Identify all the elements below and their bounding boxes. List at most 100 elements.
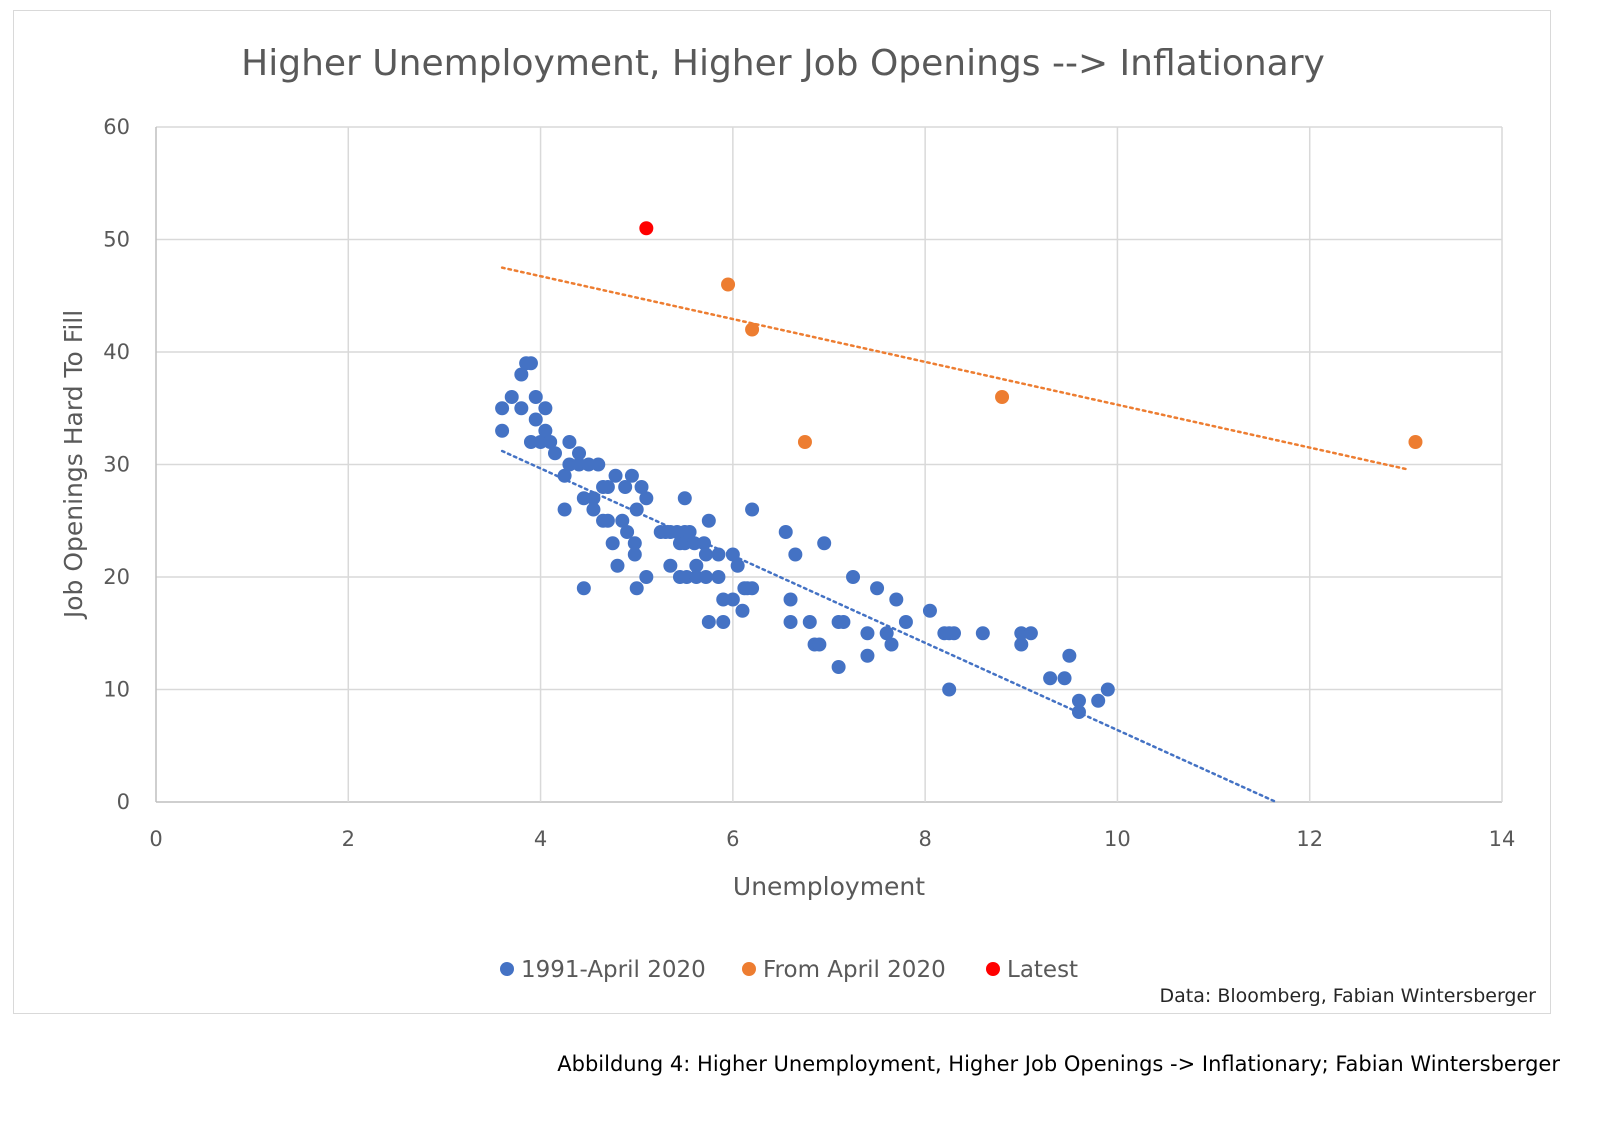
data-point-series-0: [698, 547, 713, 562]
data-point-series-0: [620, 525, 635, 539]
data-point-series-0: [1100, 682, 1115, 697]
data-point-series-0: [615, 513, 630, 528]
data-point-series-0: [562, 457, 577, 472]
y-tick-label: 60: [103, 115, 130, 139]
data-point-series-0: [701, 615, 716, 629]
trendline-series-1: [500, 266, 1408, 471]
x-tick-label: 12: [1296, 827, 1323, 851]
data-point-series-0: [682, 525, 697, 539]
data-point-series-0: [543, 435, 558, 449]
data-point-series-0: [1071, 693, 1086, 708]
data-point-series-0: [778, 525, 793, 539]
data-point-series-0: [870, 581, 885, 596]
data-point-series-0: [624, 468, 639, 483]
data-point-series-0: [514, 367, 529, 382]
scatter-chart: Higher Unemployment, Higher Job Openings…: [59, 43, 1537, 1007]
y-tick-label: 10: [103, 678, 130, 702]
data-point-series-0: [860, 626, 875, 641]
y-tick-label: 50: [103, 228, 130, 252]
data-point-series-0: [562, 435, 577, 449]
data-point-series-1: [1408, 435, 1423, 449]
chart-title: Higher Unemployment, Higher Job Openings…: [241, 43, 1325, 84]
data-point-series-0: [528, 412, 543, 427]
data-point-series-0: [730, 558, 745, 573]
data-point-series-0: [514, 401, 529, 416]
data-point-series-1: [745, 322, 760, 337]
legend-marker-series-0: [500, 962, 514, 976]
data-point-series-0: [697, 536, 712, 551]
data-point-series-0: [783, 615, 798, 629]
data-point-series-0: [547, 446, 562, 461]
data-point-series-0: [495, 401, 510, 416]
data-point-series-0: [639, 491, 654, 506]
data-point-series-0: [860, 648, 875, 663]
data-point-series-0: [711, 547, 726, 562]
data-point-series-0: [898, 615, 913, 629]
data-point-series-0: [1062, 648, 1077, 663]
data-point-series-0: [677, 536, 692, 551]
data-point-series-0: [1057, 671, 1072, 686]
chart-frame: Higher Unemployment, Higher Job Openings…: [13, 10, 1551, 1014]
data-point-series-0: [618, 480, 633, 494]
data-point-series-0: [576, 491, 591, 506]
y-tick-label: 40: [103, 340, 130, 364]
source-note: Data: Bloomberg, Fabian Wintersberger: [1160, 985, 1537, 1007]
legend: 1991-April 2020 From April 2020 Latest: [500, 957, 1078, 983]
data-point-series-0: [1043, 671, 1058, 686]
data-point-series-0: [605, 536, 620, 551]
legend-marker-series-2: [986, 962, 1000, 976]
data-point-series-0: [528, 390, 543, 404]
data-point-series-0: [698, 570, 713, 584]
data-points: [495, 221, 1423, 719]
x-tick-label: 8: [918, 827, 931, 851]
data-point-series-0: [557, 468, 572, 483]
grid-lines: [155, 126, 1503, 803]
data-point-series-0: [745, 502, 760, 517]
data-point-series-0: [689, 558, 704, 573]
data-point-series-0: [677, 491, 692, 506]
x-tick-label: 14: [1489, 827, 1516, 851]
data-point-series-0: [701, 513, 716, 528]
data-point-series-0: [576, 581, 591, 596]
data-point-series-0: [629, 502, 644, 517]
data-point-series-0: [725, 592, 740, 607]
x-tick-label: 4: [534, 827, 547, 851]
data-point-series-0: [586, 502, 601, 517]
data-point-series-0: [1091, 693, 1106, 708]
data-point-series-0: [627, 536, 642, 551]
data-point-series-0: [634, 480, 649, 494]
data-point-series-0: [679, 570, 694, 584]
data-point-series-0: [523, 356, 538, 371]
data-point-series-0: [627, 547, 642, 562]
data-point-series-1: [721, 277, 736, 292]
data-point-series-0: [538, 401, 553, 416]
data-point-series-0: [533, 435, 548, 449]
data-point-series-0: [725, 547, 740, 562]
data-point-series-0: [745, 581, 760, 596]
data-point-series-0: [600, 513, 615, 528]
data-point-series-0: [802, 615, 817, 629]
data-point-series-0: [831, 660, 846, 674]
x-tick-label: 0: [149, 827, 162, 851]
data-point-series-0: [504, 390, 519, 404]
data-point-series-0: [572, 457, 587, 472]
data-point-series-0: [689, 570, 704, 584]
data-point-series-0: [608, 468, 623, 483]
data-point-series-0: [572, 446, 587, 461]
data-point-series-0: [817, 536, 832, 551]
data-point-series-0: [629, 581, 644, 596]
data-point-series-1: [797, 435, 812, 449]
data-point-series-2: [639, 221, 654, 236]
data-point-series-0: [716, 592, 731, 607]
data-point-series-0: [735, 603, 750, 618]
data-point-series-0: [610, 558, 625, 573]
data-point-series-0: [942, 682, 957, 697]
data-point-series-0: [812, 637, 827, 652]
data-point-series-0: [600, 480, 615, 494]
data-point-series-0: [716, 615, 731, 629]
data-point-series-0: [1071, 705, 1086, 719]
trendline-series-0: [500, 449, 1278, 804]
data-point-series-0: [922, 603, 937, 618]
y-tick-label: 30: [103, 453, 130, 477]
data-point-series-0: [581, 457, 596, 472]
